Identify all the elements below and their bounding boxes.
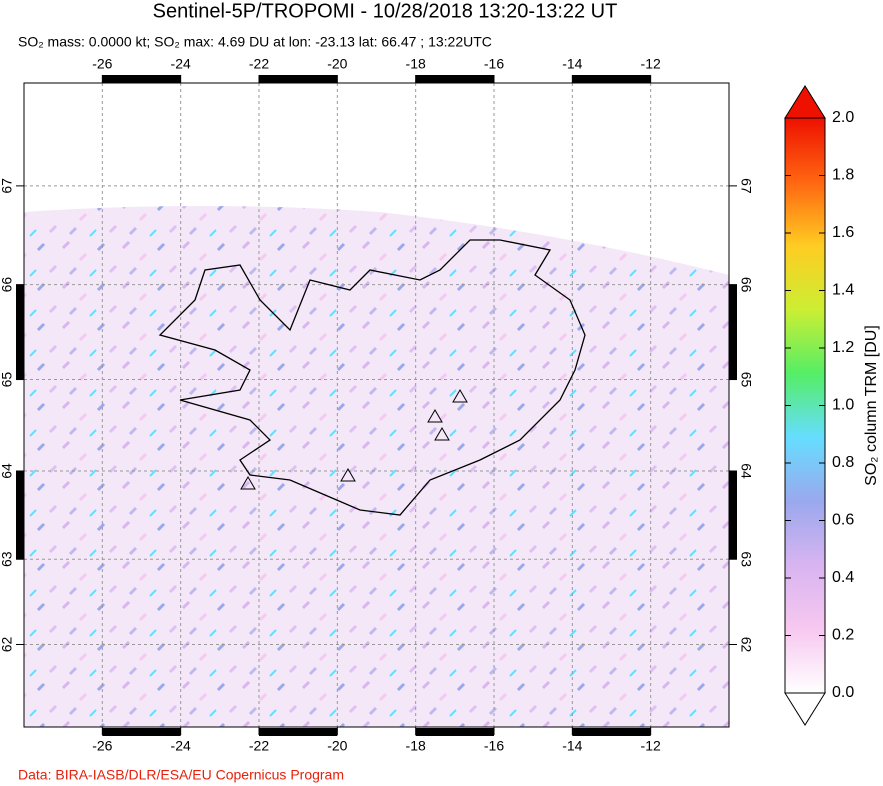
colorbar-over-arrow	[784, 85, 826, 119]
x-tick-label: -22	[249, 738, 269, 754]
frame-bar	[572, 75, 651, 83]
colorbar-tick-label: 1.4	[832, 282, 854, 299]
map-area	[24, 83, 729, 727]
y-tick-label: 65	[0, 372, 15, 388]
x-tick-label: -22	[249, 56, 269, 72]
x-tick-label: -12	[641, 56, 661, 72]
y-tick-label: 66	[0, 277, 15, 293]
x-tick-label: -26	[92, 56, 112, 72]
colorbar-tick-label: 1.6	[832, 224, 854, 241]
y-tick-label: 62	[0, 636, 15, 652]
frame-bar	[415, 728, 494, 736]
volcano	[427, 409, 443, 423]
satellite-swath	[24, 206, 729, 727]
frame-bar	[415, 75, 494, 83]
x-tick-label: -16	[484, 738, 504, 754]
frame-bar	[729, 284, 737, 380]
colorbar-tick-label: 0.0	[832, 684, 854, 701]
y-tick-label: 64	[0, 463, 15, 479]
frame-bar	[729, 471, 737, 560]
colorbar-tick-label: 0.4	[832, 569, 854, 586]
y-tick-label: 62	[738, 637, 754, 653]
volcano	[452, 389, 468, 403]
x-tick-label: -24	[171, 56, 191, 72]
colorbar-tick-label: 1.2	[832, 339, 854, 356]
map-frame	[23, 82, 730, 728]
subtitle: SO₂ mass: 0.0000 kt; SO₂ max: 4.69 DU at…	[18, 34, 492, 50]
volcano	[434, 427, 450, 441]
y-tick-label: 65	[738, 372, 754, 388]
footer-credit: Data: BIRA-IASB/DLR/ESA/EU Copernicus Pr…	[18, 767, 344, 783]
frame-bar	[102, 75, 181, 83]
x-tick-label: -18	[406, 738, 426, 754]
x-tick-label: -12	[641, 738, 661, 754]
volcano-markers	[240, 389, 468, 490]
colorbar-tick-label: 0.2	[832, 627, 854, 644]
colorbar-label: SO₂ column TRM [DU]	[863, 325, 880, 486]
y-tick-label: 64	[738, 463, 754, 479]
colorbar-tick-label: 1.8	[832, 167, 854, 184]
frame-bar	[259, 75, 338, 83]
y-tick-label: 63	[738, 551, 754, 567]
title: Sentinel-5P/TROPOMI - 10/28/2018 13:20-1…	[153, 0, 618, 22]
volcano	[340, 468, 356, 482]
x-tick-label: -26	[92, 738, 112, 754]
x-tick-label: -20	[327, 738, 347, 754]
x-tick-label: -20	[327, 56, 347, 72]
y-tick-label: 66	[738, 277, 754, 293]
frame-bar	[16, 471, 24, 560]
frame-bar	[16, 284, 24, 380]
colorbar-tick-label: 0.8	[832, 454, 854, 471]
x-tick-label: -16	[484, 56, 504, 72]
frame-bar	[102, 728, 181, 736]
x-tick-label: -24	[171, 738, 191, 754]
frame-bar	[572, 728, 651, 736]
x-tick-label: -14	[562, 738, 582, 754]
frame-bar	[259, 728, 338, 736]
y-tick-label: 67	[738, 178, 754, 194]
y-tick-label: 67	[0, 178, 15, 194]
colorbar-under-arrow	[784, 692, 826, 726]
colorbar-tick-label: 1.0	[832, 397, 854, 414]
colorbar-tick-label: 0.6	[832, 512, 854, 529]
y-tick-label: 63	[0, 551, 15, 567]
iceland-coastline	[158, 239, 586, 516]
colorbar-tick-label: 2.0	[832, 109, 854, 126]
x-tick-label: -14	[562, 56, 582, 72]
volcano	[240, 476, 256, 490]
x-tick-label: -18	[406, 56, 426, 72]
